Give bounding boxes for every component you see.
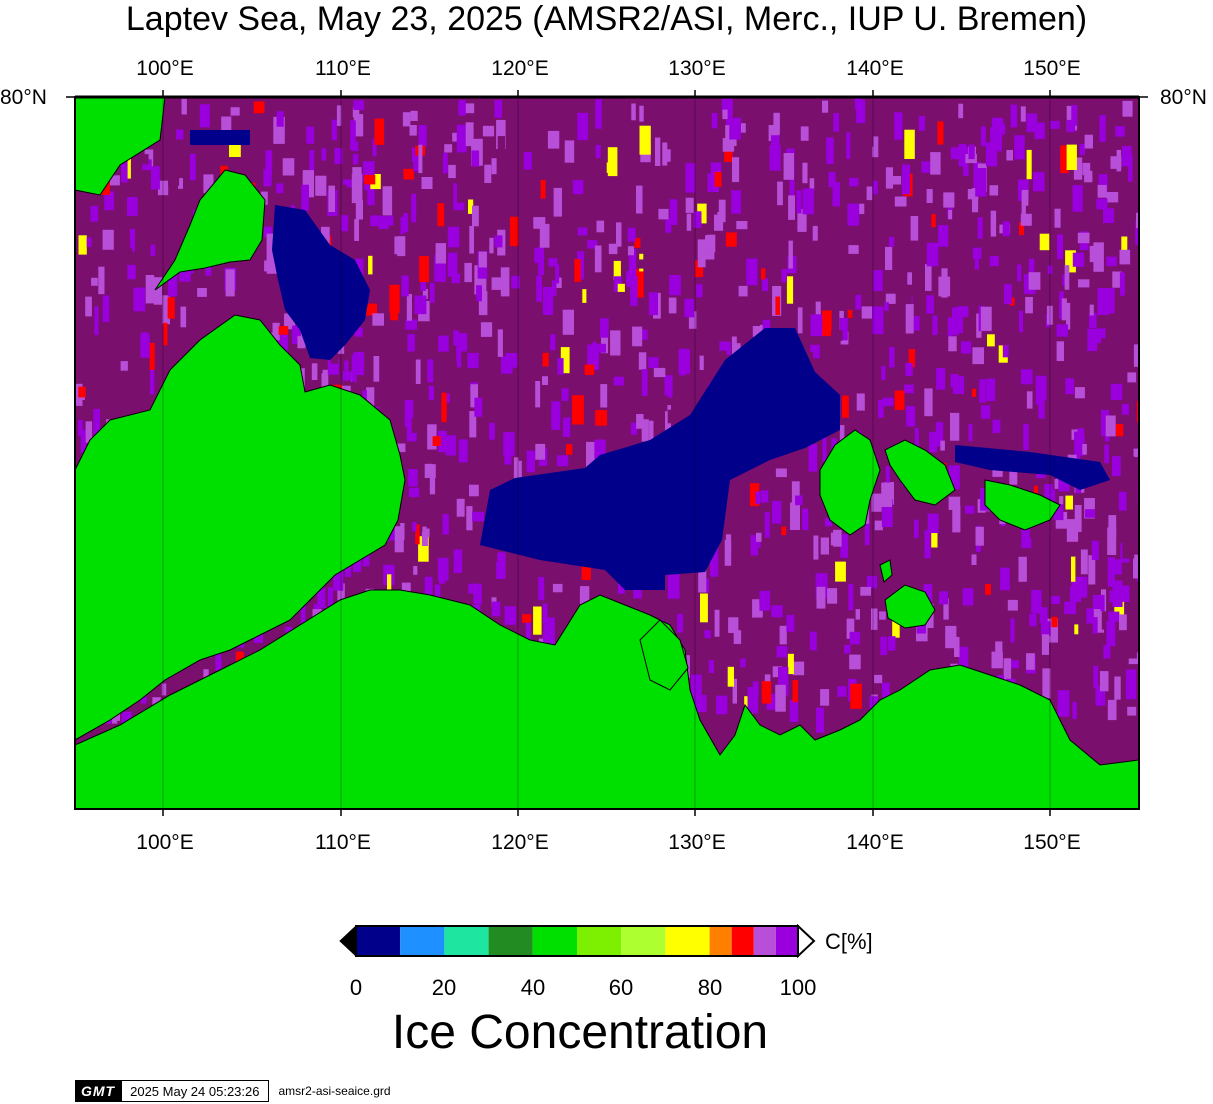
- colorbar-tick-100: 100: [779, 975, 817, 1000]
- open-water-polynya-west: [272, 205, 370, 360]
- colorbar-class-50-60: [577, 926, 622, 956]
- stamp-filename: amsr2-asi-seaice.grd: [278, 1084, 391, 1098]
- gmt-logo: GMT: [75, 1080, 122, 1102]
- colorbar-frame: [355, 925, 799, 957]
- stamp-timestamp: 2025 May 24 05:23:26: [121, 1080, 269, 1102]
- colorbar-unit: C[%]: [825, 929, 873, 954]
- map-title: Laptev Sea, May 23, 2025 (AMSR2/ASI, Mer…: [125, 0, 1088, 38]
- lon-label-top-110: 110°E: [315, 57, 371, 80]
- land-new-siberian-island-mid: [884, 439, 956, 506]
- open-water-polynya-center: [480, 328, 840, 590]
- lon-label-bottom-120: 120°E: [491, 831, 549, 854]
- colorbar-tick-20: 20: [431, 975, 457, 1000]
- lat-label-left: 80°N: [0, 86, 47, 109]
- colorbar-class-60-70: [621, 926, 666, 956]
- lon-label-bottom-140: 140°E: [846, 831, 904, 854]
- lon-label-top-100: 100°E: [136, 57, 194, 80]
- colorbar-class-80-85: [709, 926, 732, 956]
- meridians: [162, 97, 1051, 809]
- colorbar-class-95-100: [775, 926, 798, 956]
- colorbar-class-10-20: [400, 926, 445, 956]
- colorbar: [339, 923, 816, 959]
- colorbar-tick-60: 60: [608, 975, 634, 1000]
- open-water-lead-east: [955, 445, 1110, 490]
- lon-label-bottom-130: 130°E: [668, 831, 726, 854]
- colorbar-tick-0: 0: [349, 975, 363, 1000]
- lon-label-top-120: 120°E: [491, 57, 549, 80]
- land-kotelny-island: [819, 429, 881, 536]
- colorbar-below-triangle: [339, 924, 357, 958]
- lon-label-bottom-100: 100°E: [136, 831, 194, 854]
- land-lena-delta: [639, 619, 689, 691]
- lon-label-top-150: 150°E: [1023, 57, 1081, 80]
- gmt-timestamp-stamp: GMT 2025 May 24 05:23:26 amsr2-asi-seaic…: [75, 1080, 401, 1102]
- lat-label-right: 80°N: [1160, 86, 1207, 109]
- colorbar-class-0-10: [356, 926, 401, 956]
- lon-label-bottom-150: 150°E: [1023, 831, 1081, 854]
- colorbar-class-30-40: [488, 926, 533, 956]
- tick-marks: [66, 90, 1148, 816]
- open-water-polynya-northwest: [190, 130, 250, 145]
- colorbar-title: Ice Concentration: [391, 1006, 769, 1059]
- land-taymyr: [75, 314, 406, 741]
- colorbar-class-85-90: [731, 926, 754, 956]
- colorbar-class-20-30: [444, 926, 489, 956]
- colorbar-class-40-50: [532, 926, 577, 956]
- lon-label-bottom-110: 110°E: [315, 831, 371, 854]
- colorbar-class-90-95: [753, 926, 776, 956]
- land-west-coast-strip: [75, 97, 166, 196]
- land-bolshoy-lyakhovsky: [884, 584, 936, 629]
- lon-label-top-140: 140°E: [846, 57, 904, 80]
- land-severnaya-zemlya: [154, 169, 266, 291]
- land-small-island: [879, 559, 893, 583]
- colorbar-tick-80: 80: [697, 975, 723, 1000]
- colorbar-above-triangle: [797, 923, 816, 959]
- colorbar-tick-40: 40: [520, 975, 546, 1000]
- lon-label-top-130: 130°E: [668, 57, 726, 80]
- colorbar-class-70-80: [665, 926, 710, 956]
